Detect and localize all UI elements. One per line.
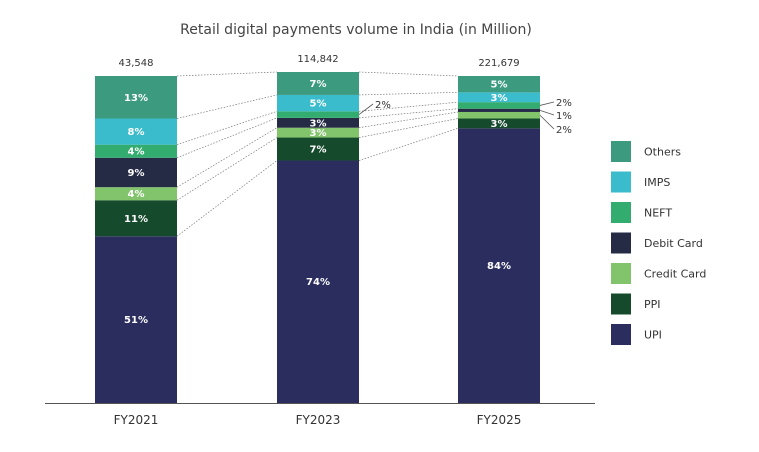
bar-fy2023-upi	[277, 160, 359, 403]
x-tick-fy2021: FY2021	[114, 413, 159, 427]
legend-label-imps: IMPS	[644, 176, 670, 189]
connector-line-upi	[176, 160, 278, 237]
bar-fy2021-others	[95, 76, 177, 119]
segment-label-fy2021-debit-card: 9%	[128, 168, 145, 179]
legend-label-ppi: PPI	[644, 298, 661, 311]
connector-line-credit-card	[358, 111, 459, 129]
segment-label-fy2023-upi: 74%	[306, 277, 330, 288]
connector-line-ppi	[176, 137, 278, 201]
legend-item-neft: NEFT	[611, 202, 672, 223]
bar-fy2023-imps	[277, 94, 359, 112]
segment-label-fy2025-upi: 84%	[487, 261, 511, 272]
legend-swatch-ppi	[611, 293, 631, 315]
bar-fy2025-ppi	[458, 118, 540, 129]
callout-labels: 2% 2% 1% 2%	[358, 98, 572, 136]
legend: Others IMPS NEFT Debit Card Credit Card PPI UP…	[611, 141, 706, 345]
bar-fy2025-upi	[458, 128, 540, 403]
legend-swatch-upi	[611, 324, 631, 345]
callout-line	[539, 109, 555, 116]
segment-label-fy2021-upi: 51%	[124, 315, 148, 326]
legend-item-others: Others	[611, 141, 681, 162]
x-tick-fy2023: FY2023	[296, 413, 341, 427]
bar-fy2021-ppi	[95, 200, 177, 237]
legend-label-neft: NEFT	[644, 207, 672, 220]
segment-label-fy2023-imps: 5%	[310, 99, 327, 110]
connector-line-credit-card	[176, 127, 278, 188]
chart-title: Retail digital payments volume in India …	[180, 22, 532, 38]
callout-fy2025-neft: 2%	[556, 98, 572, 109]
legend-swatch-neft	[611, 202, 631, 223]
segment-label-fy2023-debit-card: 3%	[310, 118, 327, 129]
bar-fy2021-credit-card	[95, 187, 177, 201]
legend-item-debit-card: Debit Card	[611, 232, 703, 254]
segment-label-fy2025-imps: 3%	[491, 93, 508, 104]
bar-fy2025-imps	[458, 92, 540, 103]
legend-label-upi: UPI	[644, 329, 662, 342]
segment-label-fy2021-ppi: 11%	[124, 214, 148, 225]
callout-line	[358, 103, 374, 115]
bar-fy2025-credit-card	[458, 111, 540, 119]
callout-fy2025-credit-card: 2%	[556, 125, 572, 136]
legend-swatch-imps	[611, 171, 631, 193]
connector-line-debit-card	[358, 108, 459, 119]
legend-label-debit-card: Debit Card	[644, 237, 703, 250]
bar-fy2025-others	[458, 76, 540, 93]
connector-line-ppi	[358, 118, 459, 138]
bar-fy2023-ppi	[277, 137, 359, 161]
connector-line-others	[358, 71, 459, 77]
segment-label-fy2023-credit-card: 3%	[310, 128, 327, 139]
segment-label-fy2021-others: 13%	[124, 93, 148, 104]
callout-fy2025-debit-card: 1%	[556, 111, 572, 122]
segment-label-fy2023-ppi: 7%	[310, 145, 327, 156]
total-label-fy2023: 114,842	[297, 54, 338, 65]
bar-fy2023-debit-card	[277, 117, 359, 128]
legend-swatch-credit-card	[611, 263, 631, 284]
total-label-fy2021: 43,548	[119, 58, 154, 69]
x-axis: FY2021 FY2023 FY2025	[45, 403, 595, 427]
callout-fy2023-neft: 2%	[375, 100, 391, 111]
legend-label-credit-card: Credit Card	[644, 268, 706, 281]
bar-fy2023-credit-card	[277, 127, 359, 138]
legend-item-credit-card: Credit Card	[611, 263, 706, 284]
segment-label-fy2021-imps: 8%	[128, 127, 145, 138]
legend-item-upi: UPI	[611, 324, 662, 345]
connector-line-upi	[358, 127, 459, 161]
bar-fy2021-neft	[95, 144, 177, 158]
legend-swatch-others	[611, 141, 631, 162]
legend-item-ppi: PPI	[611, 293, 661, 315]
connector-line-imps	[358, 92, 459, 96]
segment-label-fy2021-credit-card: 4%	[128, 189, 145, 200]
connector-line-others	[176, 71, 278, 77]
connector-line-debit-card	[176, 117, 278, 159]
bar-fy2025-neft	[458, 102, 540, 109]
bar-fy2023-neft	[277, 111, 359, 118]
connector-lines	[176, 71, 459, 237]
segment-label-fy2025-others: 5%	[491, 80, 508, 91]
bar-fy2021-upi	[95, 236, 177, 403]
connector-line-imps	[176, 94, 278, 119]
segment-label-fy2023-others: 7%	[310, 79, 327, 90]
bar-fy2021-debit-card	[95, 157, 177, 188]
x-tick-fy2025: FY2025	[477, 413, 522, 427]
segment-label-fy2021-neft: 4%	[128, 147, 145, 158]
bar-fy2023-others	[277, 72, 359, 95]
segment-label-fy2025-ppi: 3%	[491, 119, 508, 130]
connector-line-neft	[176, 110, 278, 146]
bar-fy2021-imps	[95, 118, 177, 145]
bar-fy2025-debit-card	[458, 108, 540, 112]
legend-item-imps: IMPS	[611, 171, 670, 193]
legend-swatch-debit-card	[611, 232, 631, 254]
bars: 43,548 114,842 221,679 51% 11% 4% 9% 4% 8% 13% 74%…	[95, 54, 540, 403]
total-label-fy2025: 221,679	[478, 58, 519, 69]
callout-line	[539, 101, 555, 106]
callout-line	[539, 114, 555, 130]
legend-label-others: Others	[644, 146, 681, 159]
